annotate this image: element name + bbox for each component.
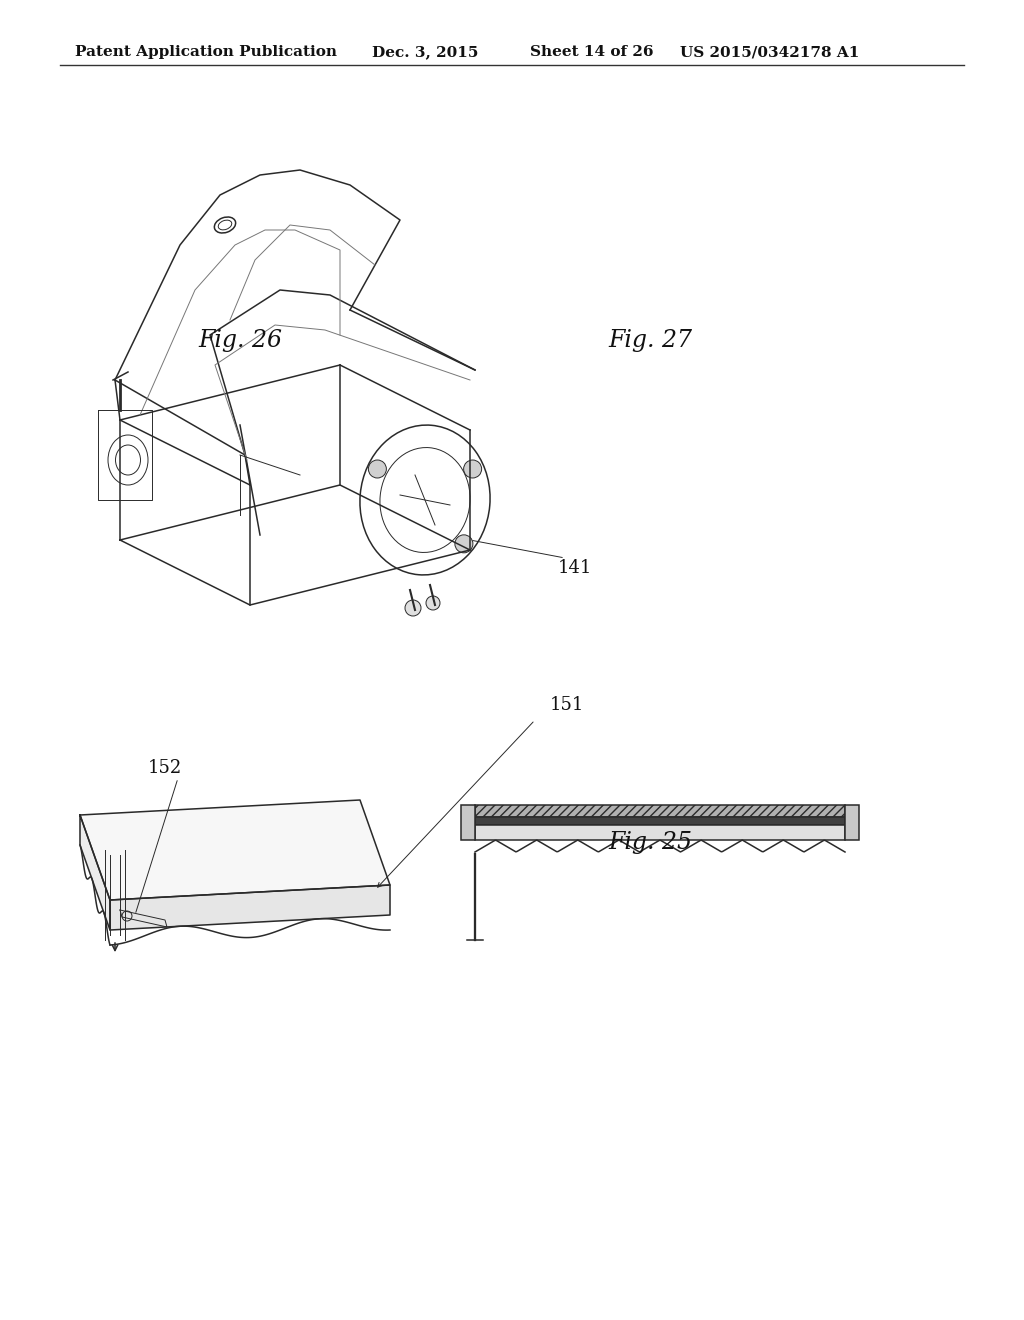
Polygon shape (80, 814, 110, 931)
Text: Patent Application Publication: Patent Application Publication (75, 45, 337, 59)
Polygon shape (110, 884, 390, 931)
Text: Fig. 26: Fig. 26 (199, 329, 283, 352)
Text: Dec. 3, 2015: Dec. 3, 2015 (372, 45, 478, 59)
Polygon shape (80, 800, 390, 900)
Text: Fig. 25: Fig. 25 (608, 830, 692, 854)
Circle shape (369, 459, 386, 478)
Circle shape (464, 459, 481, 478)
Circle shape (455, 535, 473, 553)
Circle shape (406, 601, 421, 616)
Bar (475, 805, 845, 817)
Text: US 2015/0342178 A1: US 2015/0342178 A1 (680, 45, 859, 59)
Bar (845, 805, 859, 840)
Text: Sheet 14 of 26: Sheet 14 of 26 (530, 45, 653, 59)
Text: Fig. 27: Fig. 27 (608, 329, 692, 352)
Circle shape (426, 597, 440, 610)
Bar (461, 805, 475, 840)
Text: 141: 141 (558, 558, 592, 577)
Text: 152: 152 (148, 759, 182, 777)
Bar (475, 817, 845, 825)
Bar (475, 825, 845, 840)
Text: 151: 151 (550, 696, 585, 714)
